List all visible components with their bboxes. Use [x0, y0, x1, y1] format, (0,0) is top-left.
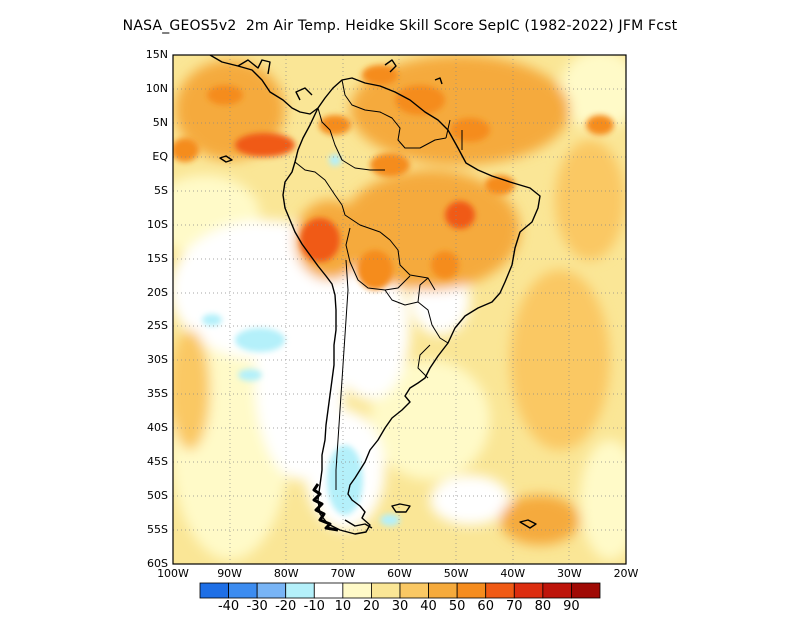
latitude-tick-label: 60S [147, 557, 168, 570]
colorbar-tick-label: 60 [477, 599, 494, 614]
plot-frame [172, 54, 627, 565]
latitude-tick-label: 15N [145, 48, 168, 61]
colorbar-swatch [199, 582, 229, 599]
colorbar-swatch [428, 582, 458, 599]
colorbar-swatch [456, 582, 487, 599]
latitude-tick-label: 55S [147, 523, 168, 537]
latitude-tick-label: 25S [147, 319, 168, 333]
latitude-tick-label: 10S [147, 217, 168, 231]
longitude-tick-label: 40W [500, 567, 526, 580]
longitude-tick-label: 50W [443, 567, 469, 580]
colorbar-swatch [371, 582, 401, 599]
colorbar-swatch [399, 582, 429, 599]
colorbar-swatch [285, 582, 315, 599]
colorbar-tick-label: 40 [420, 599, 437, 614]
longitude-tick-label: 70W [330, 567, 356, 580]
coastline [209, 55, 541, 535]
field-layer [173, 55, 626, 564]
colorbar-tick-label: -40 [217, 599, 240, 614]
colorbar-swatch [256, 582, 287, 599]
longitude-tick-label: 90W [217, 567, 243, 580]
latitude-tick-label: 50S [147, 489, 168, 503]
chart-title: NASA_GEOS5v2 2m Air Temp. Heidke Skill S… [122, 18, 678, 34]
colorbar-tick-label: -10 [303, 599, 325, 614]
colorbar-tick-label: 30 [391, 599, 409, 614]
colorbar-tick-label: 80 [534, 599, 552, 614]
latitude-tick-label: 5N [152, 115, 168, 129]
colorbar-tick-label: 20 [363, 599, 380, 614]
longitude-tick-label: 60W [387, 567, 412, 580]
colorbar-tick-label: 90 [563, 599, 580, 614]
colorbar-tick-label: -30 [246, 599, 268, 614]
colorbar-swatch [571, 582, 601, 599]
colorbar-swatch [228, 582, 258, 599]
colorbar-tick-label: 70 [506, 599, 523, 614]
latitude-tick-label: 30S [147, 353, 168, 367]
longitude-tick-label: 20W [613, 567, 639, 580]
colorbar-swatch [485, 582, 515, 599]
latitude-tick-label: 10N [145, 81, 168, 95]
colorbar-swatch [342, 582, 372, 599]
latitude-tick-label: 15S [147, 251, 168, 265]
colorbar-tick-label: 50 [448, 599, 466, 614]
country-borders [294, 79, 463, 490]
latitude-tick-label: 20S [147, 285, 168, 299]
colorbar-swatch [513, 582, 544, 599]
colorbar-swatch [542, 582, 572, 599]
colorbar [199, 582, 601, 599]
latitude-tick-label: 5S [154, 183, 168, 197]
colorbar-swatch [313, 582, 344, 599]
latitude-tick-label: 35S [147, 387, 168, 401]
colorbar-tick-label: 10 [334, 599, 352, 614]
latitude-tick-label: 45S [147, 455, 168, 469]
latitude-tick-label: 40S [147, 421, 168, 435]
longitude-tick-label: 100W [157, 567, 189, 580]
latitude-tick-label: EQ [152, 149, 168, 163]
longitude-tick-label: 30W [556, 567, 582, 580]
longitude-tick-label: 80W [273, 567, 299, 580]
colorbar-tick-label: -20 [275, 599, 297, 614]
grid-lines [173, 55, 626, 564]
